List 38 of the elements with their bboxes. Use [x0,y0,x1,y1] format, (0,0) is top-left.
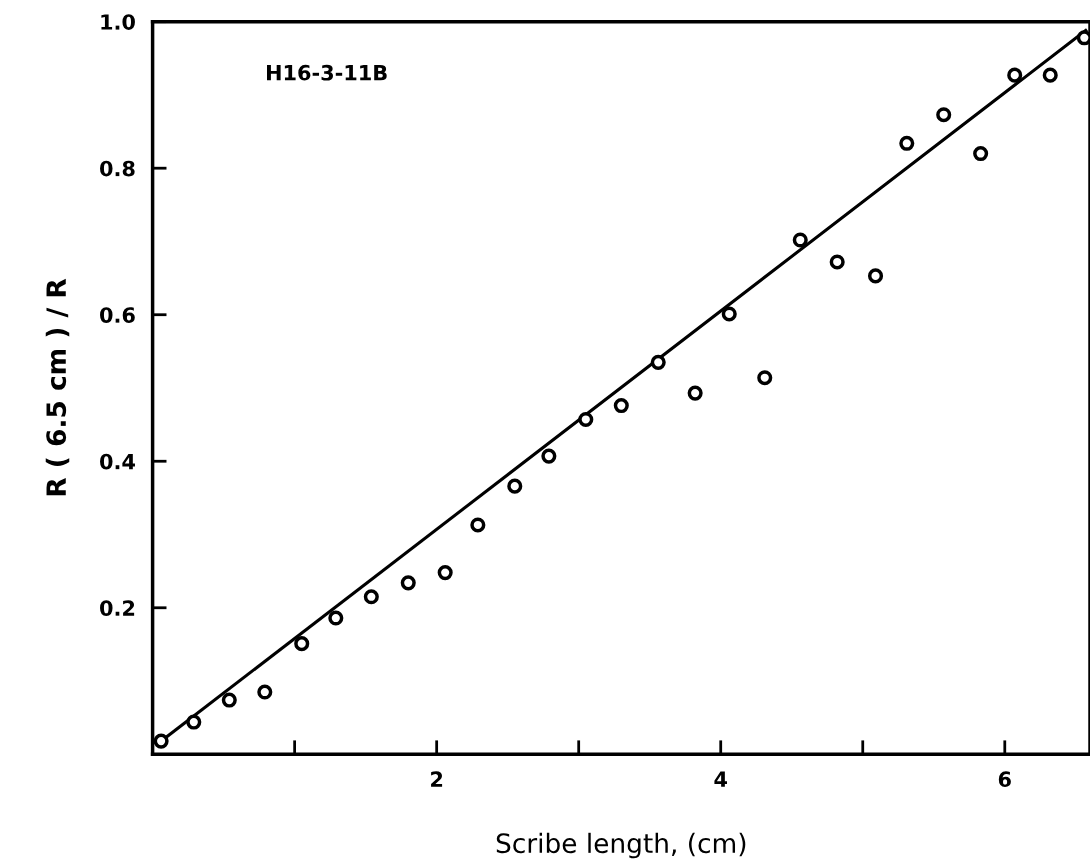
annotation: H16-3-11B [267,64,387,81]
point [328,610,344,626]
point [867,268,884,284]
point [507,478,523,494]
point [613,398,629,414]
point [294,636,310,652]
point [153,733,169,749]
point [257,684,273,700]
y-tick-label: 0.4 [100,453,135,470]
point [541,448,557,464]
point [578,411,594,428]
y-tick-label: 0.6 [100,307,135,323]
point [650,354,666,370]
point [792,232,808,248]
point [687,385,703,401]
point [1076,30,1090,46]
point [936,107,952,123]
y-tick-label: 1.0 [101,14,135,30]
x-tick-label: 2 [431,771,443,787]
point [1007,67,1023,83]
point [757,370,773,386]
x-tick-label: 6 [998,771,1011,788]
x-tick-label: 4 [714,771,728,787]
point [186,714,202,730]
point [721,306,737,322]
y-axis-title: R ( 6.5 cm ) / R [45,278,70,496]
point [1042,67,1058,83]
y-tick-label: 0.8 [100,160,135,177]
point [363,589,379,605]
point [829,254,845,270]
point [470,517,486,533]
point [400,575,416,591]
x-axis-title: Scribe length, (cm) [496,832,746,859]
point [899,135,915,151]
point [221,692,237,708]
point [973,146,989,162]
y-tick-label: 0.2 [100,600,135,616]
point [437,565,453,581]
